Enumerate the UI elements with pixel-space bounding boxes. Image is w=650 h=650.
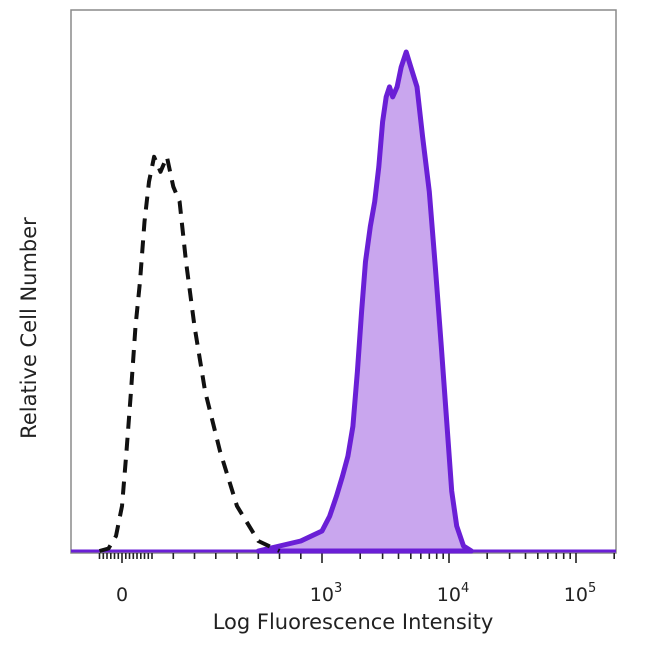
x-tick-label: 105 <box>564 581 596 606</box>
x-tick-label-exponent: 3 <box>334 581 342 596</box>
x-tick-label-base: 10 <box>564 584 588 606</box>
x-tick-label: 104 <box>437 581 469 606</box>
isotype-control-histogram <box>98 154 281 553</box>
x-tick-labels: 0 103 104 105 <box>116 581 596 606</box>
x-tick-label-base: 10 <box>310 584 334 606</box>
x-tick-label-base: 0 <box>116 584 128 606</box>
minor-ticks <box>98 553 616 563</box>
x-tick-label-exponent: 4 <box>461 581 469 596</box>
x-tick-label: 103 <box>310 581 342 606</box>
stained-histogram-fill <box>255 49 474 554</box>
x-tick-label: 0 <box>116 584 128 606</box>
x-axis-label: Log Fluorescence Intensity <box>213 610 494 634</box>
x-tick-label-exponent: 5 <box>588 581 596 596</box>
y-axis-label: Relative Cell Number <box>17 217 41 439</box>
x-tick-label-base: 10 <box>437 584 461 606</box>
